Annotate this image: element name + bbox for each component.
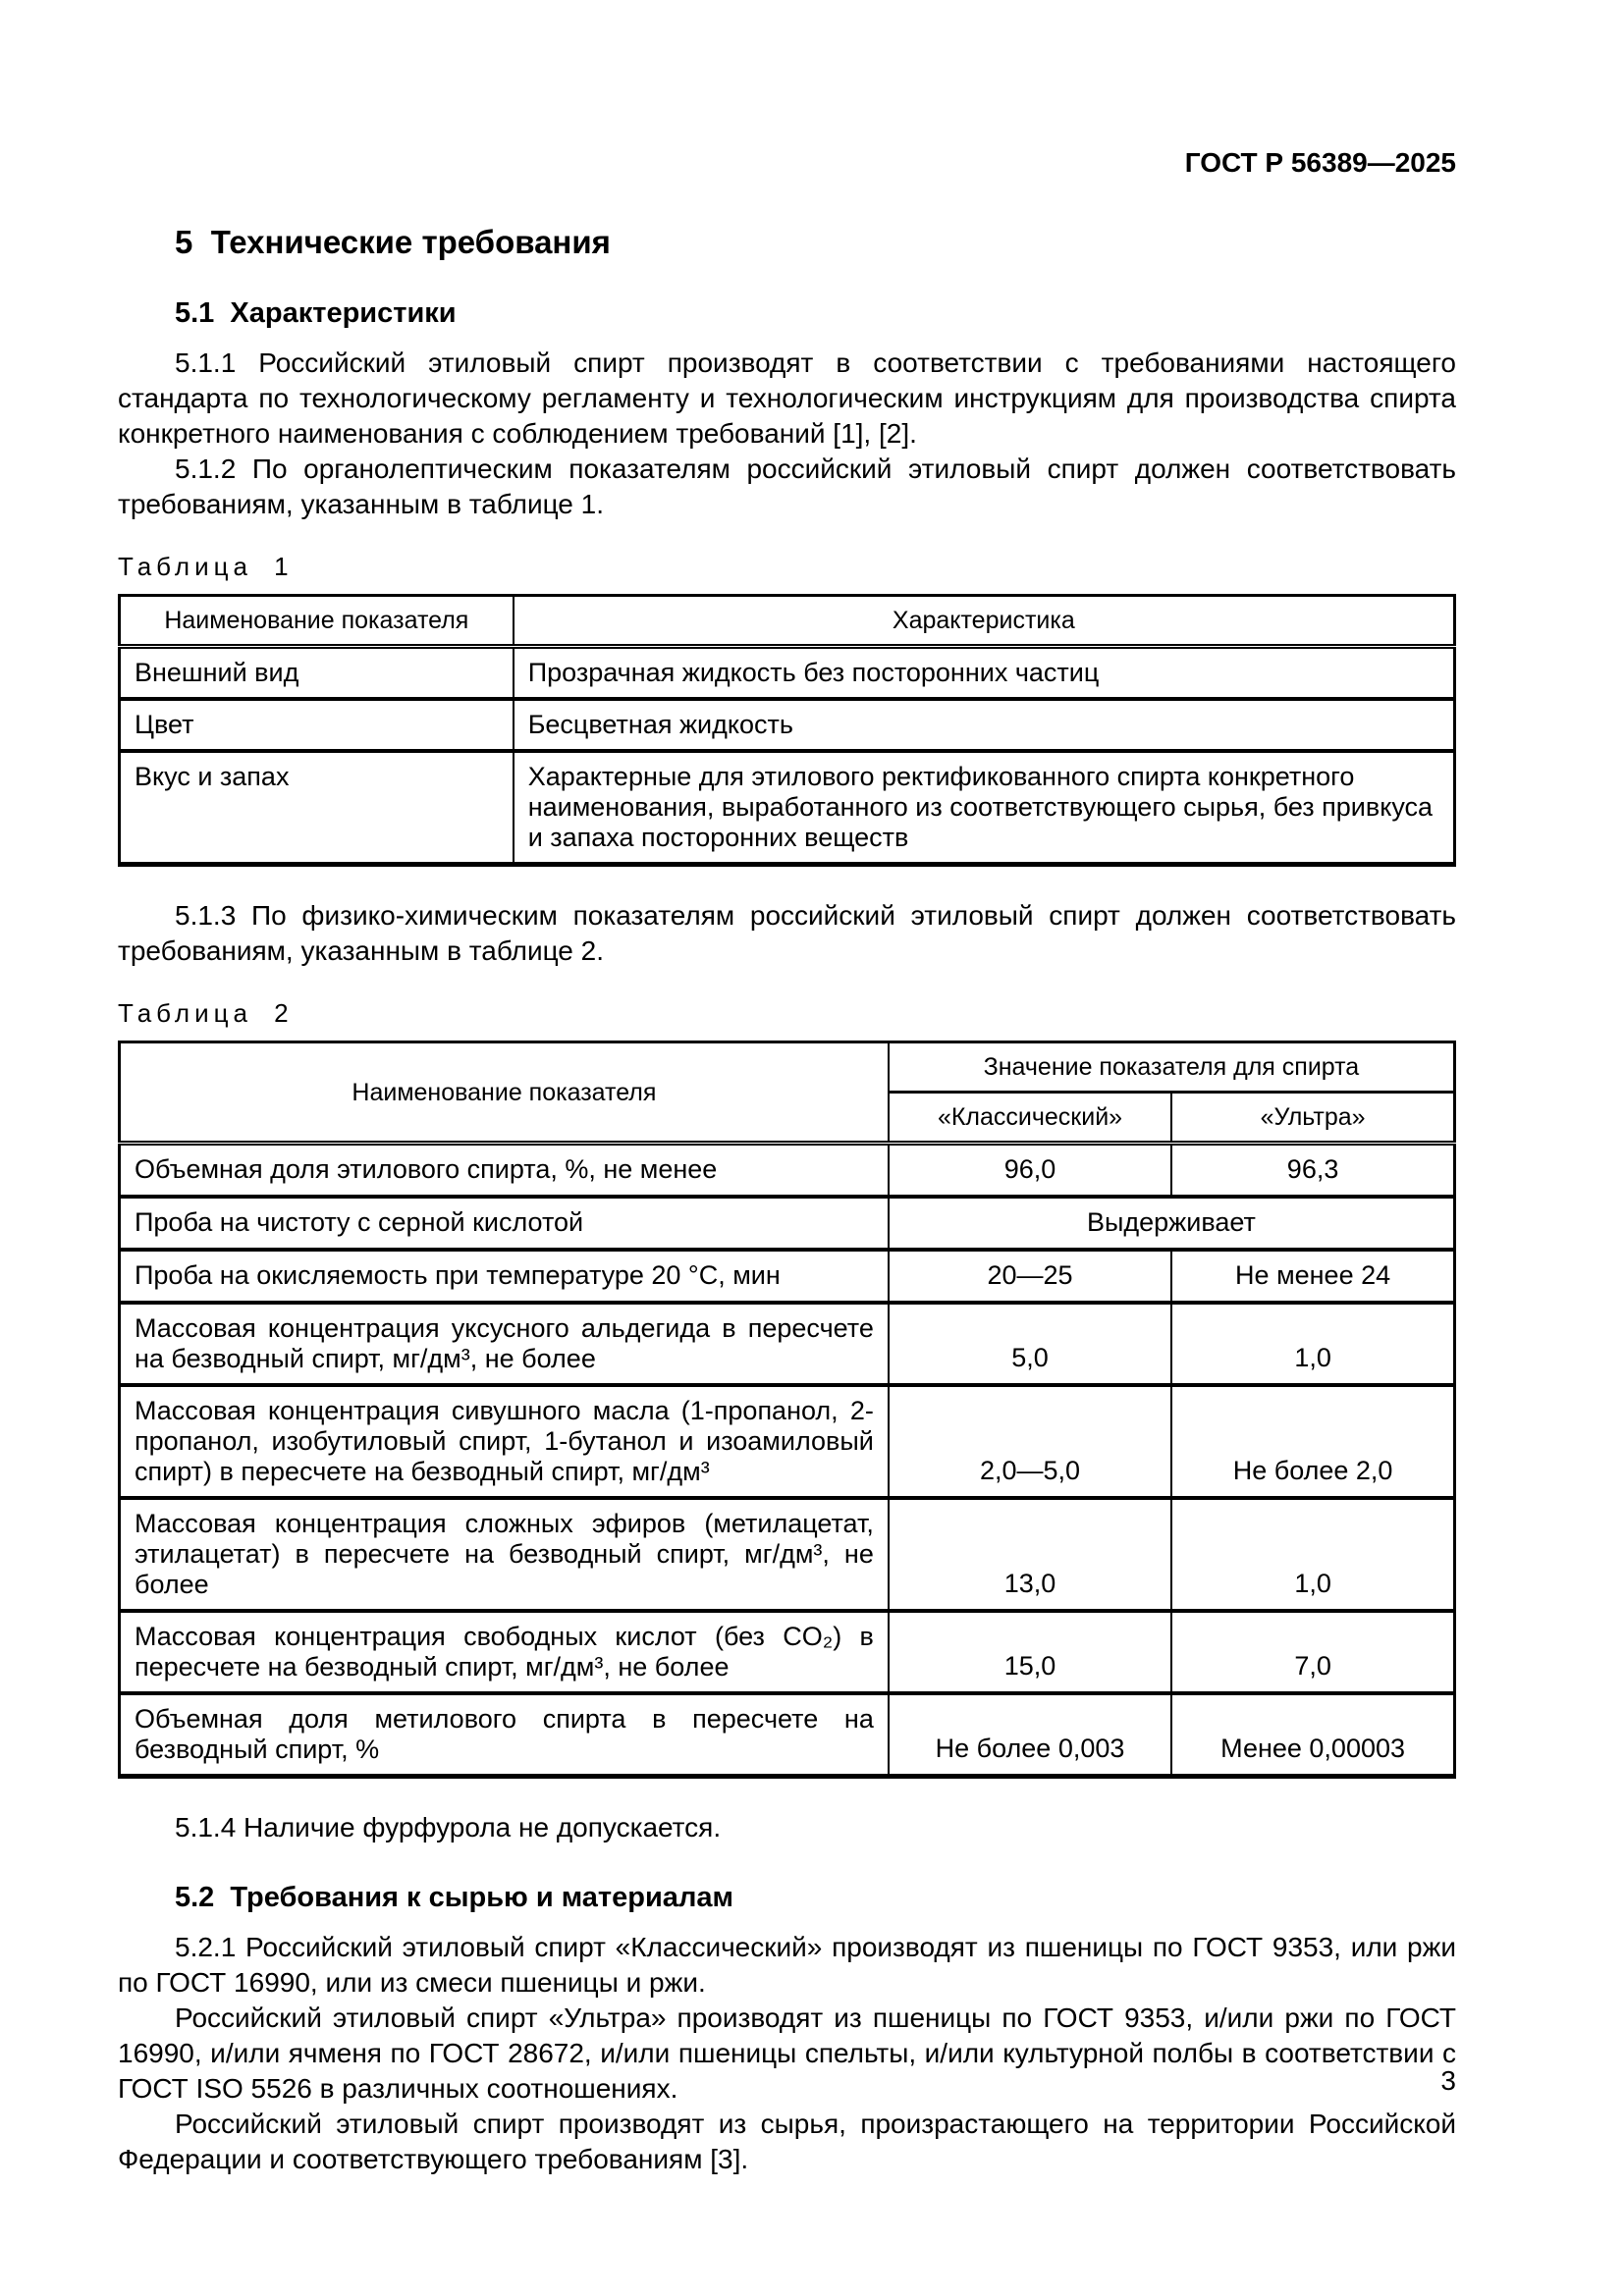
paragraph-5-1-2: 5.1.2 По органолептическим показателям р… — [118, 454, 1456, 519]
table-row: Вкус и запах Характерные для этилового р… — [118, 749, 1456, 866]
indicator-name-cell: Объемная доля этилового спирта, %, не ме… — [118, 1141, 890, 1198]
section-5-title: 5 Технические требования — [175, 224, 611, 260]
table-1-header: Наименование показателя Характеристика — [118, 594, 1456, 649]
paragraph-5-2-1: 5.2.1 Российский этиловый спирт «Классич… — [118, 1932, 1456, 1998]
indicator-name-cell: Внешний вид — [118, 644, 514, 700]
characteristic-cell: Бесцветная жидкость — [512, 697, 1456, 752]
table-1-header-characteristic: Характеристика — [512, 594, 1456, 649]
classic-value-cell: 13,0 — [887, 1496, 1173, 1612]
indicator-name-cell: Массовая концентрация сложных эфиров (ме… — [118, 1496, 890, 1612]
ultra-value-cell: 1,0 — [1170, 1496, 1456, 1612]
classic-value-cell: 5,0 — [887, 1301, 1173, 1386]
classic-value-cell: 15,0 — [887, 1609, 1173, 1694]
paragraph-5-2-1-continued: Российский этиловый спирт «Ультра» произ… — [118, 2002, 1456, 2104]
table-row: Массовая концентрация свободных кислот (… — [118, 1609, 1456, 1694]
indicator-name-cell: Массовая концентрация уксусного альдегид… — [118, 1301, 890, 1386]
indicator-name-cell: Массовая концентрация свободных кислот (… — [118, 1609, 890, 1694]
table-row: Массовая концентрация уксусного альдегид… — [118, 1301, 1456, 1386]
ultra-value-cell: Не менее 24 — [1170, 1248, 1456, 1304]
table-row: Цвет Бесцветная жидкость — [118, 697, 1456, 752]
ultra-value-cell: Не более 2,0 — [1170, 1383, 1456, 1499]
table-2: Наименование показателя Значение показат… — [118, 1041, 1456, 1779]
table-header-row: Наименование показателя Характеристика — [118, 594, 1456, 649]
table-2-header: Наименование показателя Значение показат… — [118, 1041, 1456, 1146]
classic-value-cell: 96,0 — [887, 1141, 1173, 1198]
indicator-name-cell: Вкус и запах — [118, 749, 514, 866]
paragraph-5-2-1-continued: Российский этиловый спирт производят из … — [118, 2109, 1456, 2174]
indicator-name-cell: Объемная доля метилового спирта в пересч… — [118, 1691, 890, 1778]
table-row: Объемная доля этилового спирта, %, не ме… — [118, 1141, 1456, 1198]
table-header-row: Наименование показателя Значение показат… — [118, 1041, 1456, 1146]
table-1-body: Внешний вид Прозрачная жидкость без пост… — [118, 644, 1456, 866]
table-2-header-ultra: «Ультра» — [1170, 1091, 1456, 1146]
table-row: Внешний вид Прозрачная жидкость без пост… — [118, 644, 1456, 700]
table-1-caption: Таблица 1 — [118, 552, 294, 581]
indicator-name-cell: Цвет — [118, 697, 514, 752]
indicator-name-cell: Массовая концентрация сивушного масла (1… — [118, 1383, 890, 1499]
classic-value-cell: 20—25 — [887, 1248, 1173, 1304]
subsection-5-1-title: 5.1 Характеристики — [175, 297, 457, 329]
page-number: 3 — [1440, 2065, 1456, 2096]
table-2-header-classic: «Классический» — [887, 1091, 1173, 1146]
characteristic-cell: Прозрачная жидкость без посторонних част… — [512, 644, 1456, 700]
table-row: Объемная доля метилового спирта в пересч… — [118, 1691, 1456, 1778]
paragraph-5-1-3: 5.1.3 По физико-химическим показателям р… — [118, 900, 1456, 966]
table-2-caption: Таблица 2 — [118, 998, 294, 1028]
running-header-document-code: ГОСТ Р 56389—2025 — [1184, 147, 1456, 178]
ultra-value-cell: Менее 0,00003 — [1170, 1691, 1456, 1778]
ultra-value-cell: 7,0 — [1170, 1609, 1456, 1694]
table-1-header-indicator: Наименование показателя — [118, 594, 514, 649]
classic-value-cell: Не более 0,003 — [887, 1691, 1173, 1778]
page-content: ГОСТ Р 56389—2025 5 Технические требован… — [118, 0, 1456, 2177]
classic-value-cell: 2,0—5,0 — [887, 1383, 1173, 1499]
table-row: Массовая концентрация сивушного масла (1… — [118, 1383, 1456, 1499]
table-2-body: Объемная доля этилового спирта, %, не ме… — [118, 1141, 1456, 1778]
subsection-5-2-title: 5.2 Требования к сырью и материалам — [175, 1882, 733, 1913]
indicator-name-cell: Проба на окисляемость при температуре 20… — [118, 1248, 890, 1304]
paragraph-5-1-4: 5.1.4 Наличие фурфурола не допускается. — [175, 1812, 722, 1842]
ultra-value-cell: 1,0 — [1170, 1301, 1456, 1386]
table-row: Проба на чистоту с серной кислотой Выдер… — [118, 1195, 1456, 1251]
table-1: Наименование показателя Характеристика В… — [118, 594, 1456, 867]
table-subheader-row: «Классический» «Ультра» — [120, 1091, 1456, 1146]
paragraph-5-1-1: 5.1.1 Российский этиловый спирт производ… — [118, 347, 1456, 449]
indicator-name-cell: Проба на чистоту с серной кислотой — [118, 1195, 890, 1251]
characteristic-cell: Характерные для этилового ректификованно… — [512, 749, 1456, 866]
table-row: Массовая концентрация сложных эфиров (ме… — [118, 1496, 1456, 1612]
table-row: Проба на окисляемость при температуре 20… — [118, 1248, 1456, 1304]
ultra-value-cell: 96,3 — [1170, 1141, 1456, 1198]
merged-value-cell: Выдерживает — [887, 1195, 1456, 1251]
table-2-header-indicator: Наименование показателя — [118, 1041, 890, 1146]
table-2-header-value-group: Значение показателя для спирта — [887, 1041, 1456, 1094]
